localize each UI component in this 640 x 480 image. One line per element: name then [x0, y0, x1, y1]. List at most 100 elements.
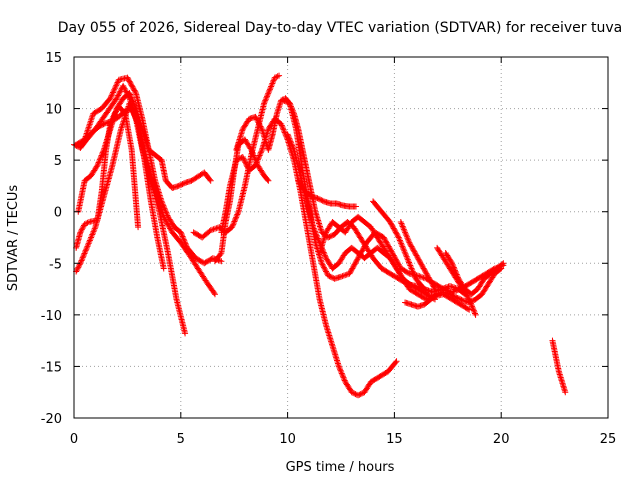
data-point	[390, 252, 397, 259]
data-point	[127, 79, 134, 86]
data-point	[98, 152, 105, 159]
data-point	[281, 97, 288, 104]
data-point	[397, 219, 404, 226]
data-point	[243, 162, 250, 169]
data-point	[347, 268, 354, 275]
data-point	[389, 251, 396, 258]
data-point	[75, 263, 82, 270]
data-point	[77, 258, 84, 265]
data-point	[449, 261, 456, 268]
x-axis-label: GPS time / hours	[286, 460, 395, 475]
y-tick-label: -5	[49, 257, 62, 272]
data-point	[452, 268, 459, 275]
data-point	[265, 90, 272, 97]
data-point	[96, 156, 103, 163]
chart-title: Day 055 of 2026, Sidereal Day-to-day VTE…	[58, 20, 622, 36]
data-point	[130, 98, 137, 105]
data-point	[160, 265, 167, 272]
data-point	[178, 232, 185, 239]
data-point	[396, 235, 403, 242]
data-point	[418, 261, 425, 268]
data-point	[253, 160, 260, 167]
data-point	[81, 221, 88, 228]
data-point	[253, 116, 260, 123]
data-point	[182, 330, 189, 337]
data-point	[115, 92, 122, 99]
data-point	[126, 78, 133, 85]
data-point	[312, 229, 319, 236]
data-point	[412, 251, 419, 258]
data-point	[218, 258, 225, 265]
data-point	[285, 134, 292, 141]
data-point	[89, 231, 96, 238]
data-point	[264, 176, 271, 183]
data-point	[134, 119, 141, 126]
data-point	[413, 252, 420, 259]
data-point	[469, 303, 476, 310]
data-point	[162, 217, 169, 224]
data-point	[392, 359, 399, 366]
data-point	[356, 391, 363, 398]
data-point	[410, 269, 417, 276]
data-point	[107, 95, 114, 102]
data-point	[76, 261, 83, 268]
data-point	[401, 247, 408, 254]
data-point	[348, 266, 355, 273]
data-point	[264, 93, 271, 100]
data-point	[402, 250, 409, 257]
data-point	[446, 291, 453, 298]
data-point	[410, 247, 417, 254]
data-point	[339, 273, 346, 280]
data-point	[178, 230, 185, 237]
data-point	[111, 86, 118, 93]
data-point	[329, 232, 336, 239]
data-point	[83, 244, 90, 251]
data-point	[450, 263, 457, 270]
data-point	[415, 256, 422, 263]
data-point	[454, 272, 461, 279]
y-tick-label: 10	[45, 103, 62, 118]
data-point	[395, 234, 402, 241]
data-point	[130, 99, 137, 106]
data-point	[127, 92, 134, 99]
data-point	[470, 307, 477, 314]
data-point	[280, 126, 287, 133]
data-point	[429, 280, 436, 287]
data-point	[319, 197, 326, 204]
data-point	[88, 234, 95, 241]
data-point	[286, 135, 293, 142]
y-tick-label: 15	[45, 51, 62, 66]
data-point	[233, 157, 240, 164]
data-point	[132, 114, 139, 121]
data-point	[337, 367, 344, 374]
data-point	[448, 283, 455, 290]
data-point	[94, 162, 101, 169]
data-point	[464, 305, 471, 312]
data-point	[117, 88, 124, 95]
data-point	[252, 162, 259, 169]
data-point	[407, 262, 414, 269]
data-point	[337, 366, 344, 373]
data-point	[261, 99, 268, 106]
data-point	[350, 262, 357, 269]
data-point	[361, 243, 368, 250]
data-point	[351, 261, 358, 268]
data-point	[88, 233, 95, 240]
data-point	[411, 272, 418, 279]
data-point	[401, 249, 408, 256]
data-point	[100, 121, 107, 128]
data-point	[455, 295, 462, 302]
data-point	[343, 271, 350, 278]
data-point	[466, 296, 473, 303]
data-point	[403, 253, 410, 260]
data-point	[409, 244, 416, 251]
data-point	[388, 221, 395, 228]
series-track-21	[549, 337, 569, 396]
data-point	[265, 89, 272, 96]
data-point	[471, 310, 478, 317]
data-point	[257, 123, 264, 130]
data-point	[265, 177, 272, 184]
data-point	[269, 79, 276, 86]
data-point	[96, 158, 103, 165]
data-point	[285, 132, 292, 139]
